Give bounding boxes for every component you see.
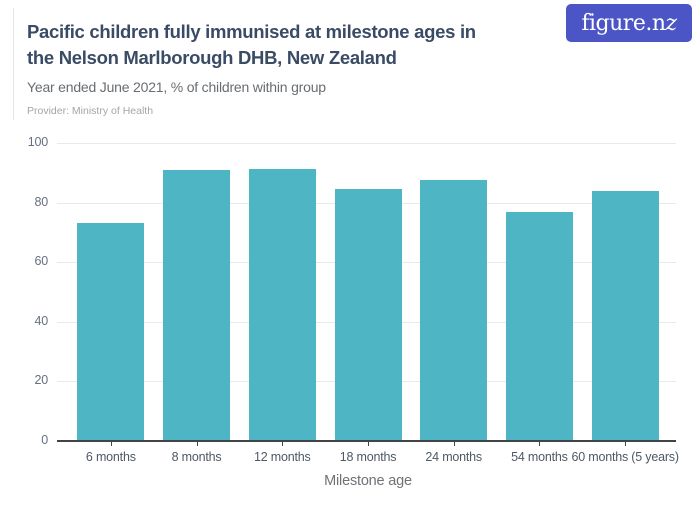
chart-title-line1: Pacific children fully immunised at mile…: [27, 21, 476, 42]
x-axis-tick-2: [196, 441, 198, 446]
bar-24-months: [420, 179, 488, 441]
y-axis-tick-label-40: 40: [34, 313, 48, 328]
figure-nz-logo[interactable]: figure.nz: [566, 4, 692, 42]
x-axis-label-2: 8 months: [171, 450, 222, 464]
bar-8-months: [163, 169, 231, 441]
y-axis-tick-label-80: 80: [34, 194, 48, 209]
bar-60-months-5-years-: [591, 191, 659, 441]
x-axis-label-5: 24 months: [425, 450, 482, 464]
figure-nz-logo-text: figure.nz: [581, 10, 677, 36]
x-axis-tick-3: [282, 441, 284, 446]
x-axis-label-3: 12 months: [253, 450, 311, 464]
chart-title: Pacific children fully immunised at mile…: [27, 19, 557, 71]
y-axis-tick-label-60: 60: [34, 254, 48, 268]
x-axis-label-4: 18 months: [339, 450, 397, 464]
x-axis-label-1: 6 months: [85, 450, 136, 464]
x-axis-tick-5: [453, 441, 455, 446]
bar-12-months: [248, 168, 316, 441]
x-axis-tick-1: [110, 441, 112, 446]
x-axis-line: [57, 439, 676, 442]
header-left-rule: [13, 8, 14, 120]
y-axis-tick-label-100: 100: [27, 135, 48, 149]
bar-54-months: [505, 212, 573, 441]
y-axis-tick-label-0: 0: [41, 432, 48, 447]
x-axis-tick-7: [625, 441, 627, 446]
x-axis-title: Milestone age: [324, 473, 412, 489]
x-axis-tick-4: [368, 441, 369, 446]
chart-title-line2: the Nelson Marlborough DHB, New Zealand: [27, 47, 397, 68]
x-axis-tick-6: [539, 441, 541, 446]
bar-18-months: [334, 188, 402, 441]
bar-6-months: [77, 223, 145, 441]
gridline-100: [57, 143, 676, 144]
chart-subtitle: Year ended June 2021, % of children with…: [27, 79, 326, 95]
x-axis-label-6: 54 months: [511, 450, 568, 464]
provider-credit: Provider: Ministry of Health: [27, 105, 154, 117]
y-axis-tick-label-20: 20: [34, 373, 48, 387]
x-axis-label-7: 60 months (5 years): [571, 450, 679, 464]
